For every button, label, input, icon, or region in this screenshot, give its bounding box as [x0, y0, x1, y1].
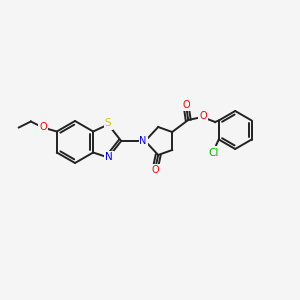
Text: O: O: [152, 165, 159, 175]
Text: O: O: [39, 122, 46, 131]
Text: O: O: [200, 111, 207, 121]
Text: Cl: Cl: [208, 148, 219, 158]
Text: S: S: [105, 118, 112, 128]
Text: O: O: [182, 100, 190, 110]
Text: N: N: [140, 136, 147, 146]
Text: N: N: [105, 152, 113, 163]
